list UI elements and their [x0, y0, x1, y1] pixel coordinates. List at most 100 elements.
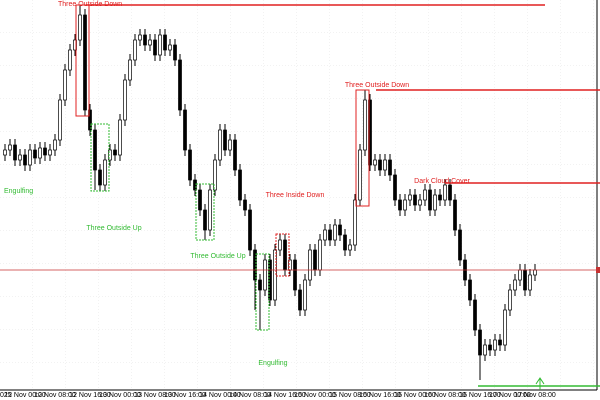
candle-body [313, 249, 317, 271]
candle-body [453, 199, 457, 231]
candle-body [328, 229, 332, 241]
annotation: Three Outside Up [190, 253, 245, 260]
candle-body [138, 34, 142, 41]
x-tick-label: 13 Nov 16:00 [164, 392, 206, 399]
candle-body [323, 229, 327, 241]
candle-body [143, 34, 147, 46]
candle-body [78, 14, 82, 41]
annotation: Three Outside Up [86, 225, 141, 232]
pattern-box [195, 183, 215, 241]
candle-body [263, 259, 267, 291]
candle-body [518, 269, 522, 281]
candle-body [363, 99, 367, 151]
candle-body [93, 129, 97, 171]
candle-body [258, 279, 262, 291]
candle-body [468, 279, 472, 301]
candle-body [223, 129, 227, 151]
candle-body [23, 154, 27, 166]
candle-body [248, 209, 252, 251]
candle-body [133, 39, 137, 61]
candle-body [83, 14, 87, 111]
candle-body [38, 147, 42, 159]
candle-body [123, 79, 127, 121]
candle-body [278, 239, 282, 251]
candle-body [483, 344, 487, 356]
candle-body [528, 274, 532, 291]
candle-body [513, 279, 517, 291]
candle-body [443, 184, 447, 201]
candle-body [168, 44, 172, 51]
candle-body [188, 149, 192, 181]
candle-body [448, 184, 452, 201]
candle-body [303, 279, 307, 311]
candle-body [373, 159, 377, 166]
candle-body [28, 149, 32, 166]
candle-body [393, 174, 397, 201]
candle-body [158, 34, 162, 56]
candle-body [333, 224, 337, 241]
annotation: Dark Cloud Cover [414, 178, 470, 185]
candle-body [493, 339, 497, 351]
x-tick-label: 12 Nov 00:00 [4, 392, 46, 399]
candle-body [353, 199, 357, 246]
x-tick-label: 12 Nov 16:00 [69, 392, 111, 399]
x-tick-label: 16 Nov 16:00 [459, 392, 501, 399]
candle-body [428, 189, 432, 211]
candle-body [98, 169, 102, 186]
candle-body [408, 194, 412, 201]
candle-body [218, 129, 222, 161]
candle-body [8, 144, 12, 151]
annotation: Engulfing [258, 360, 287, 367]
candle-body [183, 109, 187, 151]
candle-body [503, 309, 507, 346]
candle-body [403, 199, 407, 211]
candle-body [318, 239, 322, 271]
candle-body [128, 59, 132, 81]
candle-body [33, 149, 37, 159]
candle-body [43, 147, 47, 156]
candle-body [378, 159, 382, 171]
candle-body [433, 194, 437, 211]
x-tick-label: 15 Nov 00:00 [294, 392, 336, 399]
candle-body [13, 144, 17, 161]
candle-body [58, 99, 62, 141]
candle-body [208, 189, 212, 231]
candle-body [148, 39, 152, 46]
candle-body [18, 154, 22, 161]
candle-body [298, 289, 302, 311]
candle-body [413, 194, 417, 206]
x-tick-label: 14 Nov 08:00 [229, 392, 271, 399]
candle-body [88, 109, 92, 131]
x-tick-label: 13 Nov 08:00 [134, 392, 176, 399]
candle-body [383, 159, 387, 171]
price-marker [596, 267, 600, 273]
candle-body [63, 69, 67, 101]
candle-body [53, 139, 57, 151]
candle-body [283, 239, 287, 271]
candle-body [68, 49, 72, 71]
pattern-box [75, 4, 90, 117]
candle-body [113, 149, 117, 156]
candle-body [398, 199, 402, 211]
candle-body [343, 234, 347, 251]
candle-body [308, 249, 312, 281]
x-tick-label: 14 Nov 16:00 [264, 392, 306, 399]
candle-body [438, 194, 442, 201]
x-tick-label: 15 Nov 16:00 [359, 392, 401, 399]
x-tick-label: 12 Nov 08:00 [34, 392, 76, 399]
pattern-box [255, 253, 270, 331]
annotation: Three Inside Down [266, 192, 325, 199]
candle-body [508, 289, 512, 311]
candle-body [458, 229, 462, 261]
candle-body [153, 39, 157, 56]
candle-body [478, 329, 482, 356]
candle-body [198, 189, 202, 211]
x-tick-label: 17 Nov 08:00 [514, 392, 556, 399]
x-tick-label: 025 [0, 392, 12, 399]
candle-body [388, 159, 392, 176]
grid [0, 0, 597, 390]
candle-body [423, 189, 427, 201]
candle-body [498, 339, 502, 346]
candle-body [163, 34, 167, 51]
